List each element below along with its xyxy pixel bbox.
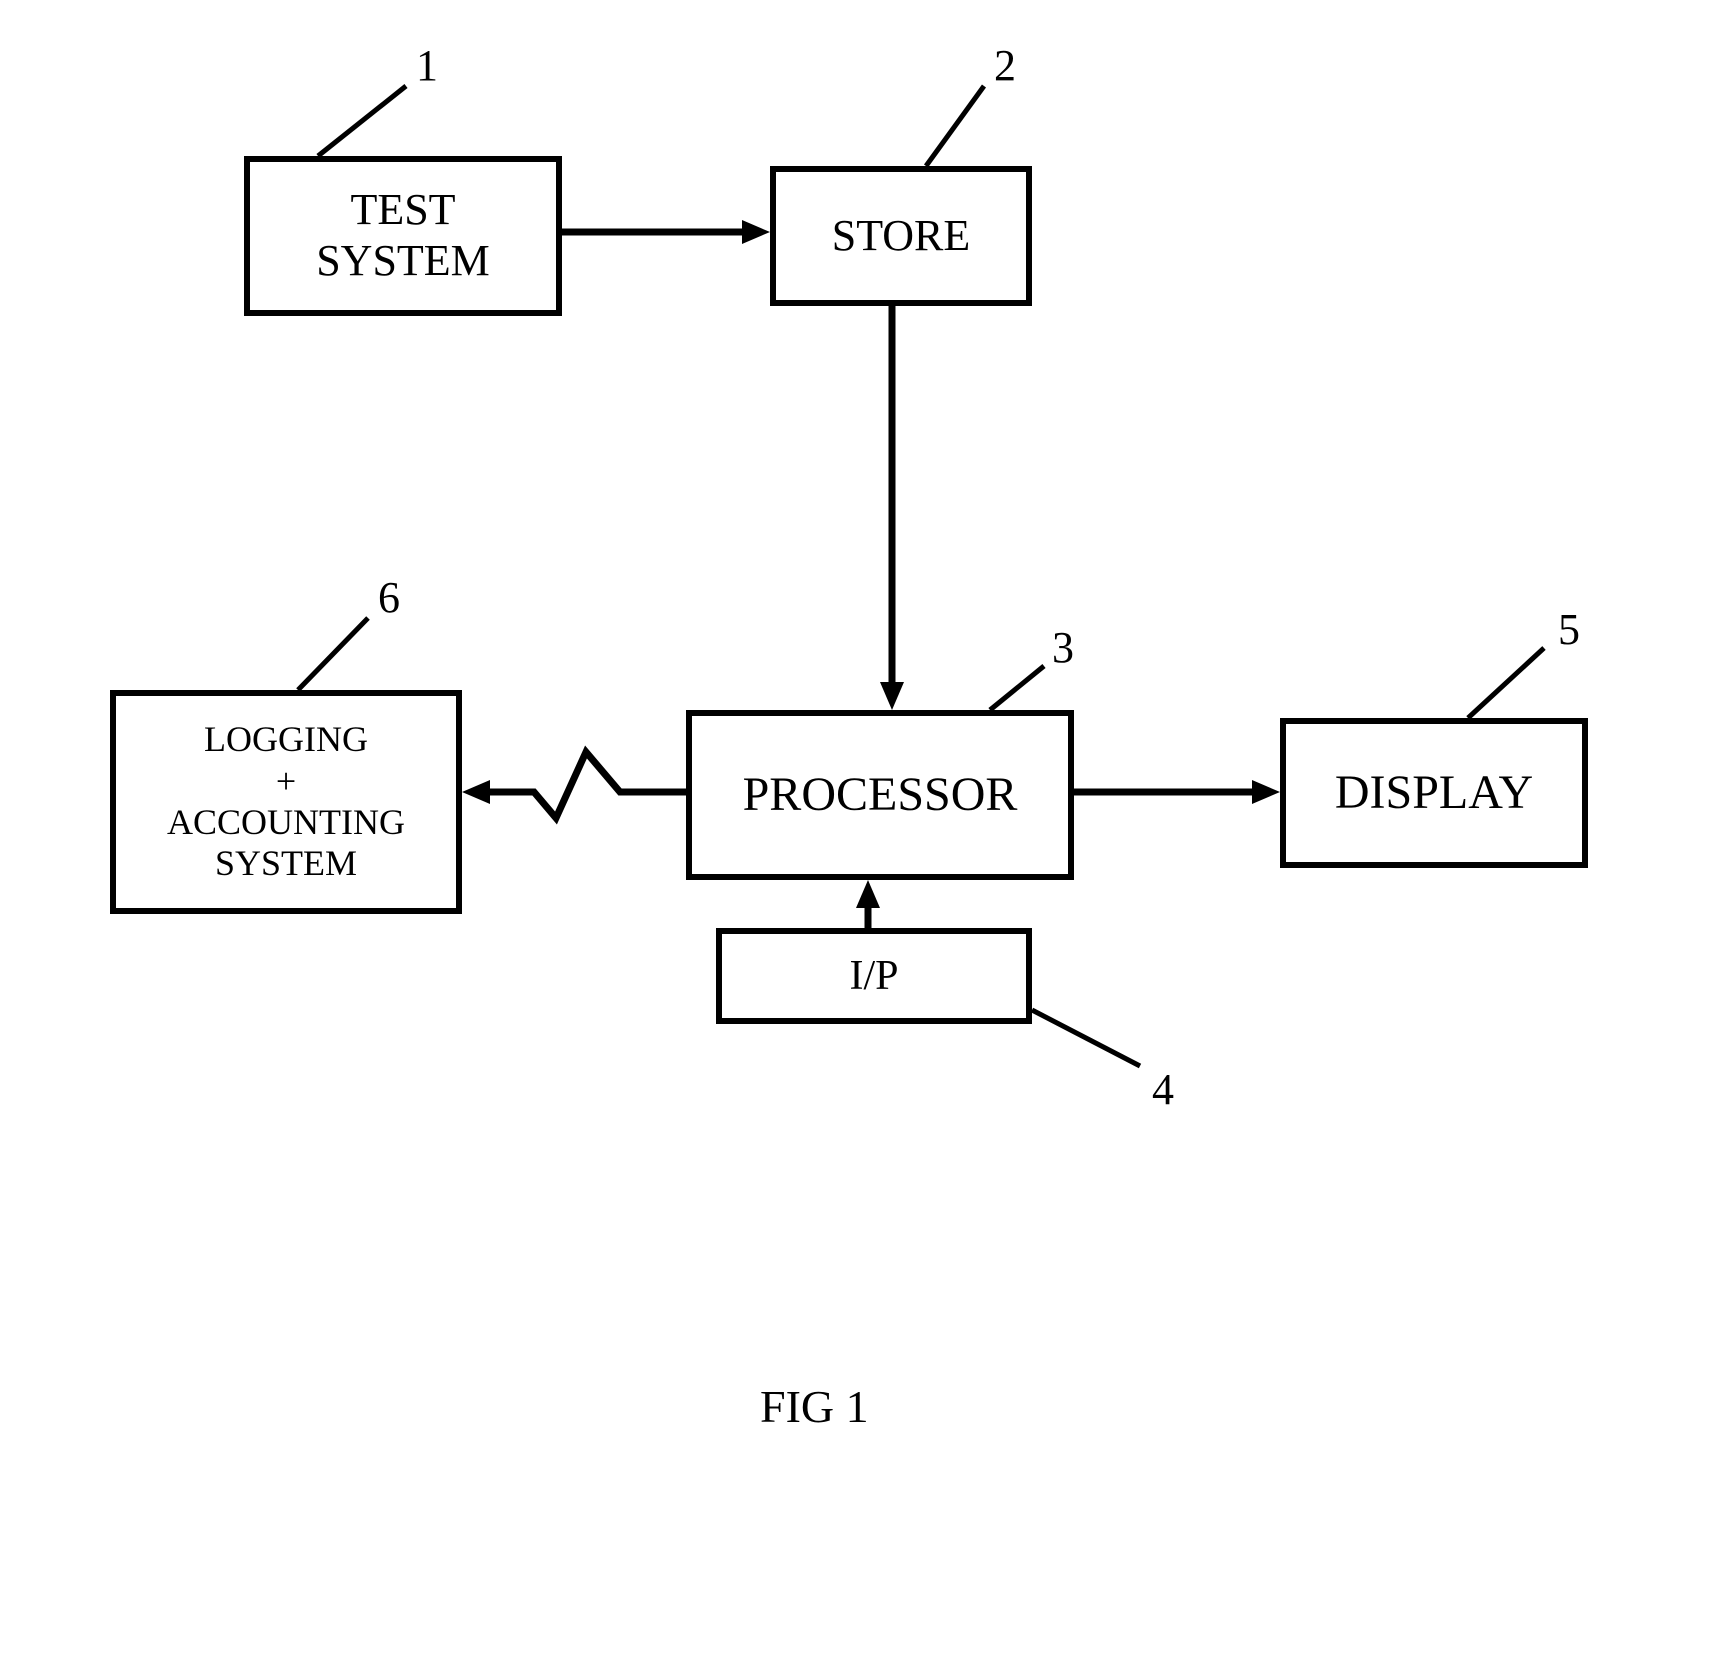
ref-label-3: 3 <box>1052 622 1074 673</box>
ref-label-5: 5 <box>1558 604 1580 655</box>
ref-label-4: 4 <box>1152 1064 1174 1115</box>
diagram-canvas: TEST SYSTEM STORE PROCESSOR DISPLAY LOGG… <box>0 0 1725 1674</box>
node-store: STORE <box>770 166 1032 306</box>
ref-label-2: 2 <box>994 40 1016 91</box>
figure-caption: FIG 1 <box>760 1380 869 1433</box>
node-logging-accounting-system: LOGGING + ACCOUNTING SYSTEM <box>110 690 462 914</box>
node-ip: I/P <box>716 928 1032 1024</box>
node-display: DISPLAY <box>1280 718 1588 868</box>
node-test-system: TEST SYSTEM <box>244 156 562 316</box>
node-processor: PROCESSOR <box>686 710 1074 880</box>
ref-label-1: 1 <box>416 40 438 91</box>
ref-label-6: 6 <box>378 572 400 623</box>
